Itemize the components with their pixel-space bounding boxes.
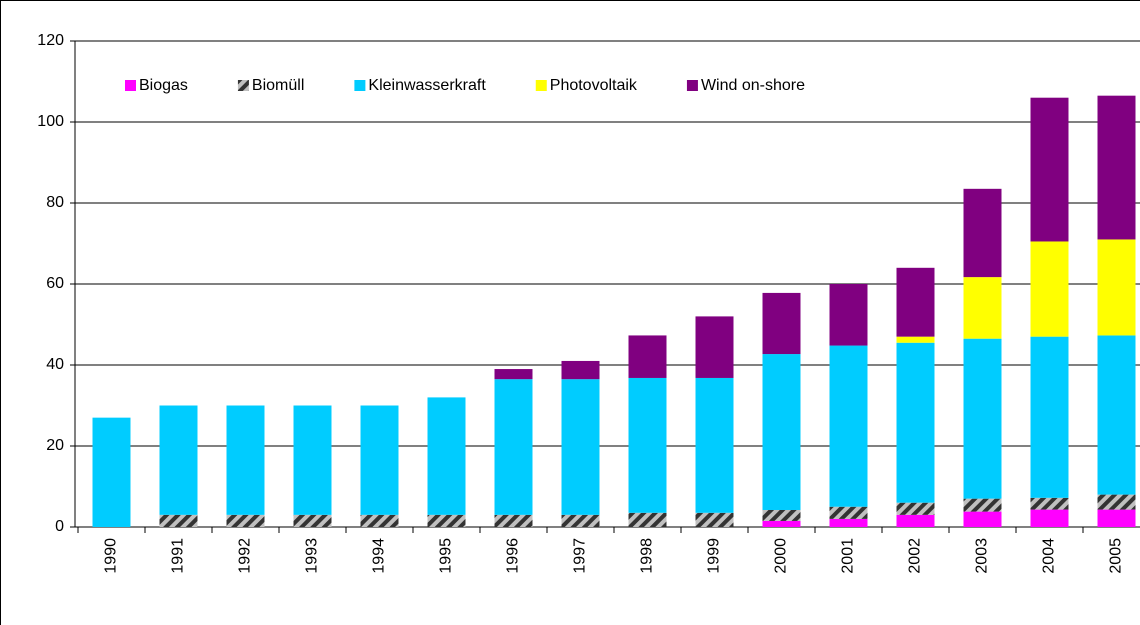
legend-swatch [125, 80, 136, 91]
bar-segment [896, 502, 935, 515]
x-tick-label: 1999 [706, 538, 723, 574]
bar-segment [561, 379, 600, 515]
bar-segment [829, 518, 868, 527]
legend-label: Biogas [139, 77, 188, 94]
bar-segment [1030, 336, 1069, 498]
bar-segment [1030, 497, 1069, 510]
x-tick-label: 2005 [1108, 538, 1125, 574]
bar-segment [695, 377, 734, 513]
bar-segment [1030, 509, 1069, 527]
bar-segment [427, 397, 466, 515]
bar-segment [159, 514, 198, 527]
legend-label: Photovoltaik [550, 77, 638, 94]
bar-segment [1097, 494, 1136, 510]
y-tick-label: 0 [55, 518, 64, 535]
x-tick-label: 1998 [639, 538, 656, 574]
bar-segment [628, 512, 667, 527]
y-tick-label: 120 [37, 32, 64, 49]
bar-segment [1030, 97, 1069, 242]
bar-segment [1097, 335, 1136, 495]
x-tick-label: 2000 [773, 538, 790, 574]
bar-segment [226, 405, 265, 515]
bar-segment [1030, 241, 1069, 337]
legend-swatch [237, 80, 249, 91]
bar-segment [896, 336, 935, 343]
y-tick-label: 60 [46, 275, 64, 292]
x-tick-label: 2004 [1041, 538, 1058, 574]
bar-segment [628, 335, 667, 378]
bar-segment [1097, 509, 1136, 527]
legend-swatch [354, 80, 366, 91]
bar-segment [963, 511, 1002, 527]
bar-segment [963, 338, 1002, 499]
bar-segment [896, 267, 935, 337]
bar-segment [494, 379, 533, 515]
legend-swatch [686, 80, 698, 91]
bar-segment [293, 405, 332, 515]
legend-label: Wind on-shore [701, 77, 805, 94]
bar-segment [427, 514, 466, 527]
y-tick-label: 40 [46, 356, 64, 373]
x-tick-label: 1994 [371, 538, 388, 574]
bar-segment [561, 514, 600, 527]
y-tick-label: 80 [46, 194, 64, 211]
bar-segment [963, 188, 1002, 278]
bar-segment [695, 316, 734, 378]
x-tick-label: 1995 [438, 538, 455, 574]
x-tick-label: 1993 [304, 538, 321, 574]
y-tick-label: 100 [37, 113, 64, 130]
y-tick-label: 20 [46, 437, 64, 454]
bar-segment [762, 509, 801, 521]
bar-segment [829, 345, 868, 507]
bar-segment [494, 369, 533, 380]
legend-label: Kleinwasserkraft [368, 77, 486, 94]
bar-segment [494, 514, 533, 527]
bar-segment [896, 342, 935, 503]
legend-swatch [535, 80, 547, 91]
bar-segment [1097, 95, 1136, 240]
x-tick-label: 2001 [840, 538, 857, 574]
x-tick-label: 1992 [237, 538, 254, 574]
x-tick-label: 2002 [907, 538, 924, 574]
bar-segment [963, 277, 1002, 339]
x-tick-label: 1991 [170, 538, 187, 574]
bar-segment [159, 405, 198, 515]
bar-segment [762, 292, 801, 355]
x-tick-label: 1996 [505, 538, 522, 574]
bar-segment [293, 514, 332, 527]
bar-segment [762, 354, 801, 510]
bar-segment [829, 284, 868, 346]
bar-segment [92, 417, 131, 527]
bar-segment [896, 514, 935, 527]
x-tick-label: 1997 [572, 538, 589, 574]
bar-segment [963, 498, 1002, 512]
x-tick-label: 2003 [974, 538, 991, 574]
legend-label: Biomüll [252, 77, 304, 94]
bar-segment [762, 520, 801, 527]
bar-segment [695, 512, 734, 527]
bar-segment [1097, 239, 1136, 336]
bar-segment [628, 377, 667, 513]
bar-segment [360, 405, 399, 515]
bar-segment [561, 360, 600, 380]
bar-segment [226, 514, 265, 527]
x-tick-label: 1990 [103, 538, 120, 574]
bar-segment [360, 514, 399, 527]
bar-segment [829, 506, 868, 519]
